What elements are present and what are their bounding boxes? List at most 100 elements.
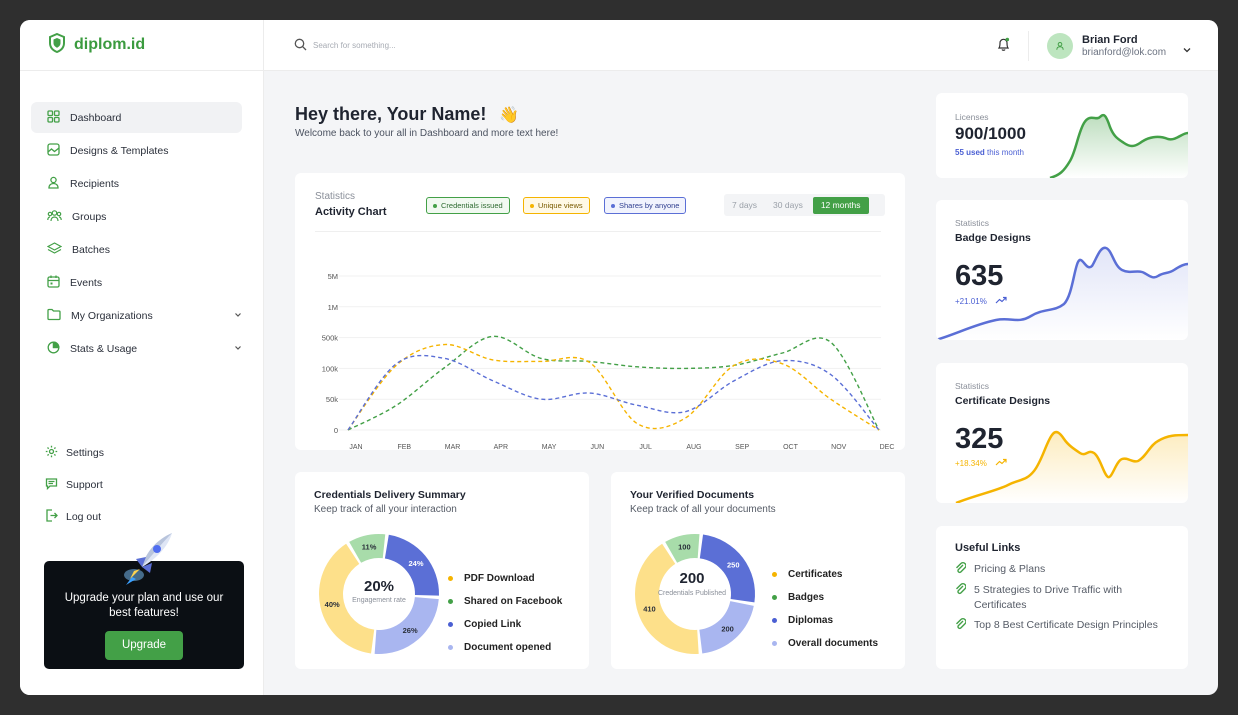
bell-icon[interactable] [997, 37, 1010, 57]
link-label[interactable]: Top 8 Best Certificate Design Principles [974, 619, 1158, 631]
user-icon [47, 176, 60, 192]
calendar-icon [47, 275, 60, 291]
search-input[interactable]: Search for something... [313, 41, 396, 50]
delivery-legend: PDF Download Shared on Facebook Copied L… [448, 567, 562, 659]
series-line [347, 335, 880, 431]
stat-label: Licenses [955, 112, 989, 122]
link-pricing[interactable]: Pricing & Plans [955, 562, 1175, 579]
x-tick-label: JUL [639, 444, 652, 450]
sidebar-item-stats-usage[interactable]: Stats & Usage [31, 333, 242, 364]
legend-label: PDF Download [464, 573, 535, 584]
donut-center-value: 20% [363, 578, 395, 595]
x-tick-label: AUG [686, 444, 701, 450]
sidebar-item-support[interactable]: Support [31, 470, 242, 500]
sidebar-item-my-organizations[interactable]: My Organizations [31, 300, 242, 331]
main-nav: Dashboard Designs & Templates Recipients… [31, 102, 242, 366]
legend-credentials-issued[interactable]: Credentials issued [426, 197, 510, 214]
range-30-days[interactable]: 30 days [773, 200, 803, 210]
trend-up-icon [995, 458, 1007, 468]
brand[interactable]: diplom.id [20, 20, 263, 71]
card-subtitle: Keep track of all your interaction [314, 504, 457, 515]
legend-label: Certificates [788, 569, 843, 580]
x-tick-label: JUN [591, 444, 605, 450]
search-box[interactable]: Search for something... [294, 38, 396, 53]
divider [315, 231, 881, 232]
folder-icon [47, 308, 61, 324]
slice-label: 200 [721, 625, 734, 634]
link-design-principles[interactable]: Top 8 Best Certificate Design Principles [955, 618, 1175, 635]
legend-label: Unique views [538, 201, 583, 210]
legend-label: Shares by anyone [619, 201, 680, 210]
legend-dot [611, 203, 615, 208]
upgrade-card: Upgrade your plan and use our best featu… [44, 533, 244, 669]
legend-unique-views[interactable]: Unique views [523, 197, 590, 214]
rocket-icon [112, 529, 176, 594]
stat-value: 900/1000 [955, 124, 1026, 143]
donut-center-label: Credentials Published [657, 590, 727, 597]
x-tick-label: MAY [542, 444, 557, 450]
card-title: Useful Links [955, 542, 1021, 554]
badge-designs-card: Statistics Badge Designs 635 +21.01% [936, 200, 1188, 340]
stat-title: Certificate Designs [955, 395, 1051, 407]
legend-label: Credentials issued [441, 201, 503, 210]
verified-documents-card: Your Verified Documents Keep track of al… [611, 472, 905, 669]
legend-dot [448, 599, 453, 604]
range-7-days[interactable]: 7 days [732, 200, 758, 210]
shield-logo-icon [48, 32, 66, 58]
x-tick-label: APR [494, 444, 508, 450]
pie-icon [47, 341, 60, 357]
activity-title: Activity Chart [315, 206, 387, 218]
layers-icon [46, 241, 63, 258]
chevron-down-icon[interactable] [234, 343, 242, 355]
divider [1028, 31, 1029, 61]
link-label[interactable]: 5 Strategies to Drive Traffic with Certi… [974, 584, 1123, 611]
legend-shares-by-anyone[interactable]: Shares by anyone [604, 197, 687, 214]
stat-label: Statistics [955, 381, 990, 391]
donut-slice [318, 543, 375, 654]
sidebar-item-logout[interactable]: Log out [31, 502, 242, 532]
donut-slice [384, 534, 439, 596]
useful-links-card: Useful Links Pricing & Plans 5 Strategie… [936, 526, 1188, 669]
legend-dot [448, 576, 453, 581]
user-name[interactable]: Brian Ford [1082, 34, 1138, 46]
upgrade-button[interactable]: Upgrade [105, 631, 183, 660]
link-strategies[interactable]: 5 Strategies to Drive Traffic with Certi… [955, 583, 1175, 613]
slice-label: 11% [362, 543, 377, 552]
delivery-summary-card: Credentials Delivery Summary Keep track … [295, 472, 589, 669]
chevron-down-icon[interactable] [234, 310, 242, 322]
chevron-down-icon[interactable] [1182, 41, 1192, 59]
greeting-title: Hey there, Your Name! [295, 104, 487, 124]
legend-dot [433, 203, 437, 208]
legend-dot [530, 203, 534, 208]
stat-value: 325 [955, 423, 1004, 455]
sidebar-item-dashboard[interactable]: Dashboard [31, 102, 242, 133]
link-label[interactable]: Pricing & Plans [974, 563, 1046, 575]
trend-up-icon [995, 296, 1007, 306]
stat-title: Badge Designs [955, 232, 1031, 244]
licenses-sparkline [1049, 113, 1188, 178]
sidebar-item-label: Settings [66, 447, 104, 459]
donut-center-value: 200 [679, 570, 705, 587]
sidebar-item-label: Recipients [70, 177, 120, 190]
range-12-months[interactable]: 12 months [812, 196, 869, 214]
licenses-usage: 55 used this month [955, 148, 1024, 157]
sidebar-item-batches[interactable]: Batches [31, 234, 242, 265]
legend-row: Diplomas [772, 609, 878, 632]
y-tick-label: 50k [326, 395, 338, 404]
donut-slice [699, 601, 754, 654]
sidebar-item-recipients[interactable]: Recipients [31, 168, 242, 199]
paperclip-icon [955, 583, 967, 613]
legend-dot [772, 618, 777, 623]
search-icon [294, 38, 307, 53]
sidebar-item-groups[interactable]: Groups [31, 201, 242, 232]
sidebar-item-designs[interactable]: Designs & Templates [31, 135, 242, 166]
slice-label: 24% [409, 559, 424, 568]
y-tick-label: 500k [322, 334, 339, 343]
slice-label: 100 [678, 543, 691, 552]
sidebar-item-label: Batches [72, 243, 110, 256]
sidebar-item-events[interactable]: Events [31, 267, 242, 298]
sidebar-item-settings[interactable]: Settings [31, 438, 242, 468]
page-subtitle: Welcome back to your all in Dashboard an… [295, 128, 559, 139]
avatar[interactable] [1047, 33, 1073, 59]
x-tick-label: FEB [397, 444, 411, 450]
